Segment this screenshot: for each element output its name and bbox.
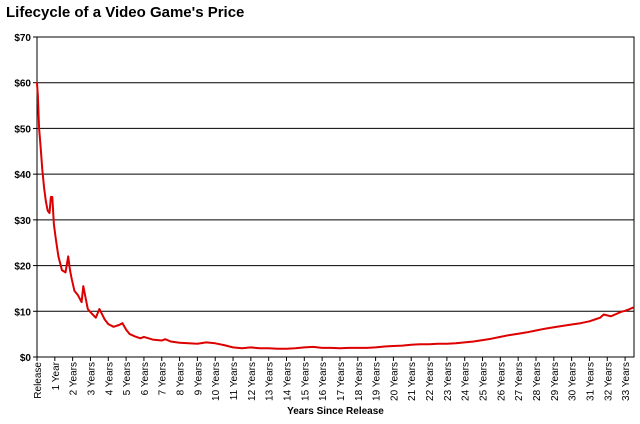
chart-title: Lifecycle of a Video Game's Price [6, 4, 245, 21]
x-tick-label: 8 Years [176, 362, 187, 395]
x-tick-label: 28 Years [532, 362, 543, 401]
x-tick-label: 1 Year [51, 361, 62, 390]
y-tick-label: $70 [14, 33, 31, 44]
x-tick-label: 23 Years [443, 362, 454, 401]
x-axis-title: Years Since Release [287, 406, 384, 417]
y-tick-label: $40 [14, 170, 31, 181]
x-tick-label: 6 Years [140, 362, 151, 395]
x-tick-label: 17 Years [336, 362, 347, 401]
x-tick-label: 27 Years [514, 362, 525, 401]
x-tick-label: 12 Years [247, 362, 258, 401]
x-axis: Release 1 Year 2 Years 3 Years 4 Years 5 Year… [33, 357, 632, 401]
x-tick-label: 2 Years [69, 362, 80, 395]
x-tick-label: 33 Years [621, 362, 632, 401]
gridlines [37, 82, 634, 312]
x-tick-label: 13 Years [265, 362, 276, 401]
x-tick-label: 31 Years [585, 362, 596, 401]
y-tick-label: $60 [14, 79, 31, 90]
price-series-line [36, 81, 635, 350]
x-tick-label: 18 Years [354, 362, 365, 401]
y-tick-label: $20 [14, 262, 31, 273]
x-tick-label: 9 Years [193, 362, 204, 395]
x-tick-label: 32 Years [603, 362, 614, 401]
plot-area [36, 36, 635, 358]
x-tick-label: 21 Years [407, 362, 418, 401]
x-tick-label: 11 Years [229, 362, 240, 400]
y-tick-label: $0 [20, 353, 32, 364]
x-tick-label: 5 Years [122, 362, 133, 395]
x-tick-label: 25 Years [479, 362, 490, 401]
x-tick-label: 20 Years [389, 362, 400, 401]
x-tick-label: 22 Years [425, 362, 436, 401]
x-tick-label: 4 Years [104, 362, 115, 395]
x-tick-label: 14 Years [282, 362, 293, 401]
y-axis: $0 $10 $20 $30 $40 $50 $60 $70 [14, 33, 37, 364]
y-tick-label: $30 [14, 216, 31, 227]
x-tick-label: 15 Years [300, 362, 311, 401]
x-tick-label: 26 Years [496, 362, 507, 401]
x-tick-label: Release [33, 362, 44, 399]
x-tick-label: 7 Years [158, 362, 169, 395]
x-tick-label: 16 Years [318, 362, 329, 401]
x-tick-label: 19 Years [372, 362, 383, 401]
x-tick-label: 29 Years [550, 362, 561, 401]
x-tick-label: 30 Years [568, 362, 579, 401]
x-tick-label: 10 Years [211, 362, 222, 401]
x-tick-label: 24 Years [461, 362, 472, 401]
y-tick-label: $50 [14, 124, 31, 135]
x-tick-label: 3 Years [86, 362, 97, 395]
y-tick-label: $10 [14, 307, 31, 318]
